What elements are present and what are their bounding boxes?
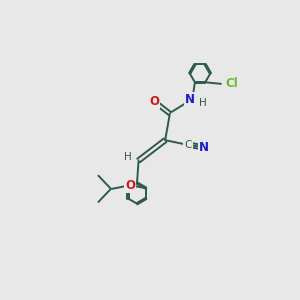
Text: O: O — [149, 95, 159, 108]
Text: H: H — [200, 98, 207, 108]
Text: H: H — [124, 152, 131, 162]
Text: O: O — [125, 179, 135, 192]
Text: C: C — [184, 140, 192, 149]
Text: Cl: Cl — [226, 77, 238, 90]
Text: N: N — [199, 141, 209, 154]
Text: N: N — [185, 93, 195, 106]
